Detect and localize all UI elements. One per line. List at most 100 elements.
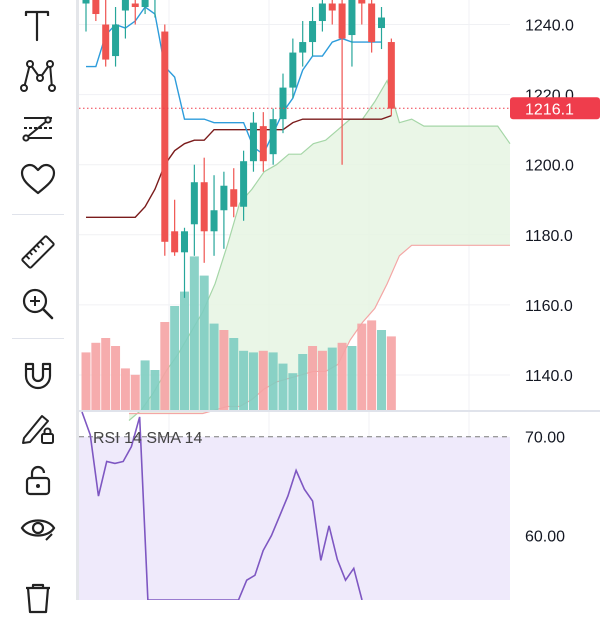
- volume-bar: [357, 323, 367, 410]
- volume-bar: [219, 330, 229, 410]
- volume-bar: [268, 352, 278, 410]
- candle-body: [309, 21, 317, 43]
- candle-body: [121, 0, 129, 11]
- trash-icon: [26, 583, 50, 614]
- volume-bar: [101, 338, 111, 410]
- volume-bar: [317, 350, 327, 410]
- candle-body: [102, 24, 110, 60]
- magnet-icon: [24, 362, 52, 390]
- candle-body: [299, 42, 307, 53]
- lock-drawings-pencil-button[interactable]: [14, 408, 62, 448]
- candle-body: [220, 185, 228, 211]
- zoom-in-icon: [22, 288, 54, 320]
- fib-retracement-button[interactable]: [14, 110, 62, 150]
- candle-body: [171, 231, 179, 253]
- text-tool-icon: [24, 10, 50, 42]
- zoom-in-button[interactable]: [14, 284, 62, 324]
- volume-bar: [258, 350, 268, 410]
- volume-bar: [120, 368, 130, 410]
- magnet-button[interactable]: [14, 356, 62, 396]
- volume-bar: [337, 342, 347, 410]
- toolbar-divider: [76, 0, 79, 600]
- volume-bar: [81, 352, 91, 410]
- rsi-axis-tick-label: 60.00: [525, 529, 565, 546]
- candle-body: [181, 231, 188, 253]
- candle-body: [210, 210, 218, 232]
- volume-bar: [150, 370, 160, 410]
- candle-body: [190, 182, 198, 225]
- unlock-icon: [25, 465, 51, 496]
- candle-body: [200, 182, 208, 232]
- volume-bar: [327, 347, 337, 410]
- candle-body: [161, 31, 169, 242]
- candle-body: [279, 87, 287, 120]
- y-axis-tick-label: 1160.0: [525, 298, 573, 315]
- volume-bar: [386, 336, 396, 410]
- candle-body: [269, 119, 277, 155]
- volume-bar: [377, 330, 386, 410]
- pattern-tool-button[interactable]: [14, 56, 62, 96]
- eye-visibility-icon: [20, 519, 56, 541]
- trash-button[interactable]: [14, 578, 62, 618]
- candle-body: [378, 17, 385, 29]
- candle-body: [131, 3, 139, 8]
- favorites-heart-button[interactable]: [14, 160, 62, 200]
- candle-body: [92, 0, 100, 15]
- last-price-label: 1216.1: [525, 101, 574, 118]
- y-axis-tick-label: 1240.0: [525, 18, 574, 35]
- candle-body: [348, 0, 356, 36]
- kijun-sen-line: [86, 114, 392, 218]
- candle-body: [338, 3, 346, 39]
- candle-body: [368, 3, 376, 43]
- volume-bar: [239, 350, 249, 410]
- candle-body: [328, 3, 336, 11]
- volume-bar: [367, 320, 377, 410]
- volume-bar: [189, 256, 199, 410]
- volume-bar: [278, 363, 288, 410]
- eye-visibility-button[interactable]: [14, 508, 62, 548]
- volume-bar: [308, 346, 318, 410]
- candle-body: [82, 0, 90, 4]
- volume-bar: [111, 346, 121, 410]
- volume-bar: [209, 323, 219, 410]
- candle-body: [112, 24, 120, 57]
- volume-bar: [180, 291, 189, 410]
- volume-bar: [91, 342, 101, 410]
- last-price-label-bg: [510, 97, 600, 120]
- candle-body: [249, 122, 257, 162]
- volume-bar: [298, 354, 308, 410]
- toolbar-separator: [12, 214, 64, 215]
- candle-body: [259, 126, 267, 162]
- toolbar-separator: [12, 338, 64, 339]
- rsi-indicator-title: RSI 14 SMA 14: [93, 430, 202, 447]
- candle-body: [387, 42, 395, 109]
- ruler-measure-button[interactable]: [14, 232, 62, 272]
- y-axis-tick-label: 1180.0: [525, 228, 573, 245]
- candle-body: [358, 0, 366, 4]
- candle-body: [289, 52, 297, 88]
- volume-bar: [140, 360, 150, 410]
- volume-bar: [199, 275, 209, 410]
- y-axis-tick-label: 1200.0: [525, 158, 574, 175]
- unlock-button[interactable]: [14, 460, 62, 500]
- ruler-measure-icon: [21, 235, 55, 269]
- text-tool-button[interactable]: [14, 6, 62, 46]
- volume-bar: [229, 338, 239, 410]
- lock-drawings-pencil-icon: [22, 415, 54, 444]
- volume-bar: [288, 373, 298, 410]
- candle-body: [240, 161, 248, 207]
- rsi-line: [81, 411, 363, 600]
- volume-bar: [130, 374, 140, 410]
- candle-body: [141, 0, 149, 8]
- drawing-toolbar: [0, 0, 76, 614]
- fib-retracement-icon: [22, 116, 52, 142]
- chart-area[interactable]: 1240.01220.01200.01180.01160.01140.01216…: [79, 0, 600, 600]
- volume-bar: [248, 352, 258, 410]
- volume-bar: [347, 346, 357, 410]
- y-axis-tick-label: 1140.0: [525, 368, 573, 385]
- candle-body: [318, 3, 326, 22]
- volume-bar: [170, 306, 180, 410]
- rsi-band-background: [79, 436, 510, 600]
- favorites-heart-icon: [20, 163, 56, 195]
- candle-body: [230, 189, 238, 207]
